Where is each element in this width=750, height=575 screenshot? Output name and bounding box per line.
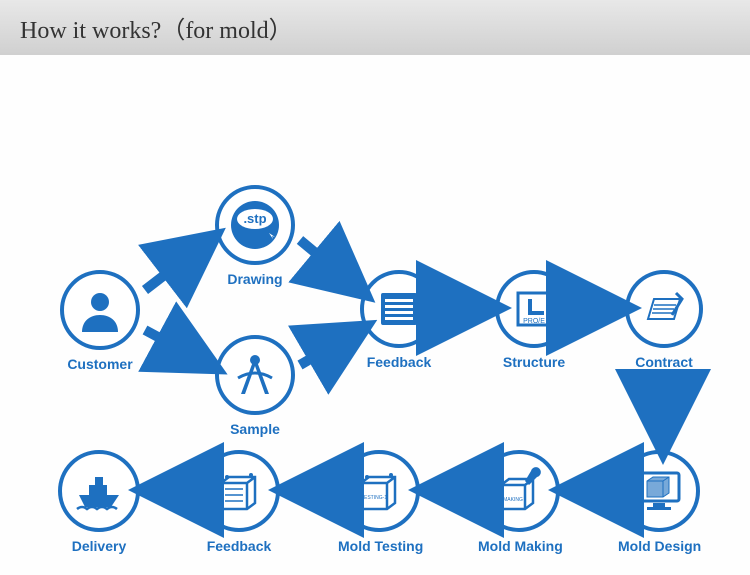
node-label: Mold Testing bbox=[338, 538, 423, 554]
node-mold-design: Mold Design bbox=[618, 450, 701, 554]
wrench-box-icon: MAKING bbox=[478, 450, 560, 532]
node-feedback-bottom: Feedback bbox=[198, 450, 280, 554]
node-label: Sample bbox=[215, 421, 295, 437]
person-icon bbox=[60, 270, 140, 350]
svg-text:TESTING-1: TESTING-1 bbox=[361, 495, 387, 501]
node-label: Contract bbox=[625, 354, 703, 370]
file-icon: .stp bbox=[215, 185, 295, 265]
box-icon bbox=[198, 450, 280, 532]
page-title: How it works?（for mold） bbox=[20, 10, 730, 45]
node-customer: Customer bbox=[60, 270, 140, 372]
monitor-icon bbox=[618, 450, 700, 532]
node-label: Drawing bbox=[215, 271, 295, 287]
node-mold-making: MAKING Mold Making bbox=[478, 450, 563, 554]
proe-text: PRO/E bbox=[523, 318, 545, 325]
flowchart: Customer .stp Drawing Sample Feedback PR… bbox=[0, 55, 750, 575]
node-label: Mold Making bbox=[478, 538, 563, 554]
node-mold-testing: TESTING-1 Mold Testing bbox=[338, 450, 423, 554]
node-delivery: Delivery bbox=[58, 450, 140, 554]
node-structure: PRO/E Structure bbox=[495, 270, 573, 370]
node-contract: Contract bbox=[625, 270, 703, 370]
node-label: Customer bbox=[60, 356, 140, 372]
ship-icon bbox=[58, 450, 140, 532]
node-sample: Sample bbox=[215, 335, 295, 437]
list-icon bbox=[360, 270, 438, 348]
compass-icon bbox=[215, 335, 295, 415]
node-label: Structure bbox=[495, 354, 573, 370]
node-label: Feedback bbox=[360, 354, 438, 370]
node-drawing: .stp Drawing bbox=[215, 185, 295, 287]
node-label: Delivery bbox=[58, 538, 140, 554]
node-label: Mold Design bbox=[618, 538, 701, 554]
proe-icon: PRO/E bbox=[495, 270, 573, 348]
box-icon: TESTING-1 bbox=[338, 450, 420, 532]
stp-badge: .stp bbox=[243, 211, 266, 226]
node-label: Feedback bbox=[198, 538, 280, 554]
contract-icon bbox=[625, 270, 703, 348]
node-feedback-top: Feedback bbox=[360, 270, 438, 370]
header-bar: How it works?（for mold） bbox=[0, 0, 750, 55]
svg-text:MAKING: MAKING bbox=[503, 497, 523, 503]
